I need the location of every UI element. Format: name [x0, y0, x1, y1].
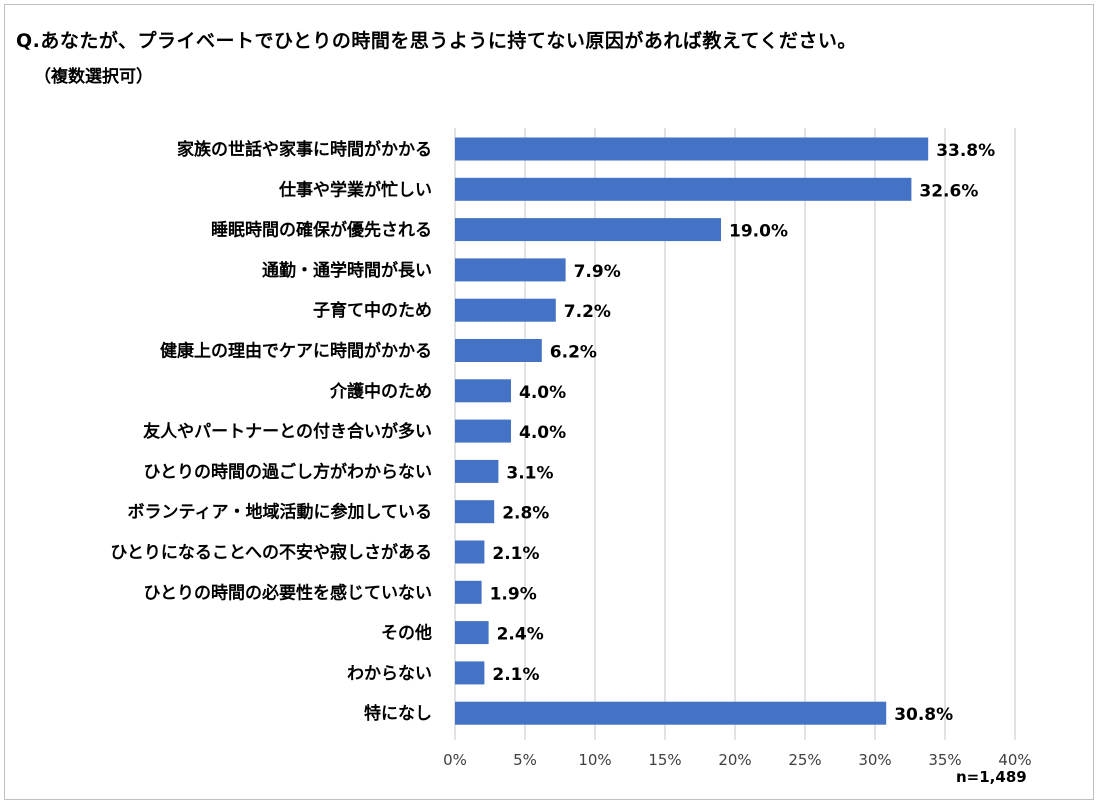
data-label: 2.8% [502, 504, 549, 524]
category-label: 特になし [364, 703, 432, 724]
bar [455, 298, 556, 322]
data-label: 1.9% [490, 584, 537, 604]
category-label: わからない [347, 664, 432, 684]
data-label: 7.2% [564, 302, 611, 322]
x-tick-label: 15% [648, 751, 681, 769]
category-label: その他 [381, 623, 432, 644]
chart-frame [4, 4, 1094, 800]
data-label: 2.1% [492, 544, 539, 564]
category-label: 健康上の理由でケアに時間がかかる [160, 341, 432, 362]
bar [455, 339, 542, 362]
x-tick-label: 35% [928, 751, 961, 769]
category-label: 介護中のため [329, 381, 432, 402]
category-label: 仕事や学業が忙しい [278, 179, 432, 200]
data-label: 30.8% [894, 705, 953, 725]
bar [455, 177, 912, 201]
x-tick-label: 0% [443, 751, 467, 769]
sample-size-note: n=1,489 [956, 768, 1027, 786]
category-label: 家族の世話や家事に時間がかかる [177, 139, 432, 160]
x-tick-label: 20% [718, 751, 751, 769]
category-label: ひとりの時間の必要性を感じていない [144, 582, 433, 603]
category-label: ボランティア・地域活動に参加している [128, 502, 432, 523]
bar [455, 379, 511, 403]
data-label: 2.4% [497, 625, 544, 645]
category-label: ひとりの時間の過ごし方がわからない [144, 461, 433, 482]
category-label: 子育て中のため [313, 300, 432, 321]
bar [455, 258, 566, 282]
data-label: 7.9% [574, 262, 621, 282]
data-label: 6.2% [550, 343, 597, 363]
bar [455, 218, 721, 242]
x-tick-label: 25% [788, 751, 821, 769]
x-tick-label: 40% [998, 751, 1031, 769]
bar [455, 701, 887, 725]
bar [455, 661, 485, 685]
chart-title: Q.あなたが、プライベートでひとりの時間を思うように持てない原因があれば教えてく… [16, 30, 857, 52]
category-label: 通勤・通学時間が長い [262, 260, 432, 281]
bar [455, 621, 489, 645]
data-label: 32.6% [919, 181, 978, 201]
bar [455, 500, 495, 524]
data-label: 19.0% [729, 222, 788, 242]
bar [455, 580, 482, 604]
bar [455, 459, 499, 483]
category-label: 友人やパートナーとの付き合いが多い [143, 421, 432, 442]
chart-subtitle: （複数選択可） [34, 67, 153, 87]
bar [455, 137, 929, 161]
bar [455, 540, 485, 564]
x-tick-label: 5% [513, 751, 537, 769]
category-label: ひとりになることへの不安や寂しさがある [110, 542, 432, 563]
data-label: 3.1% [506, 463, 553, 483]
data-label: 4.0% [519, 423, 566, 443]
x-tick-label: 30% [858, 751, 891, 769]
data-label: 2.1% [492, 665, 539, 685]
data-label: 33.8% [936, 141, 995, 161]
x-tick-label: 10% [578, 751, 611, 769]
data-label: 4.0% [519, 383, 566, 403]
bar [455, 419, 511, 443]
category-label: 睡眠時間の確保が優先される [211, 220, 432, 241]
